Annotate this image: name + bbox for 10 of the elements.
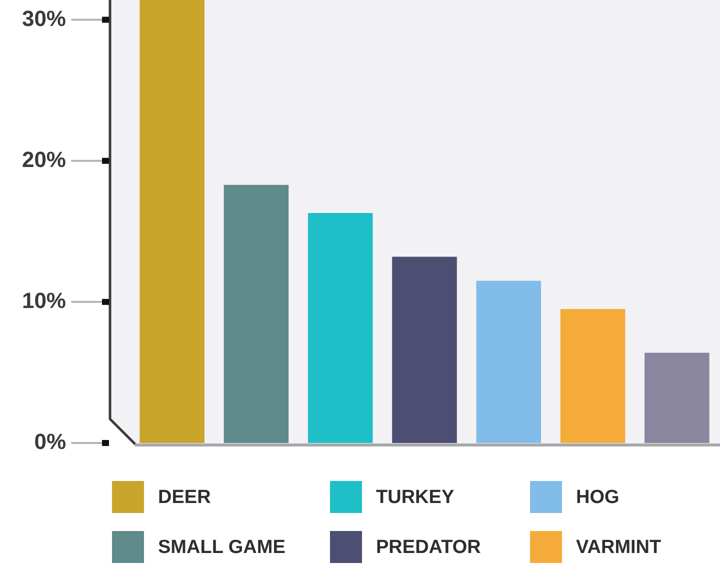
legend-label: TURKEY bbox=[376, 487, 454, 508]
y-tick-label: 10% bbox=[22, 288, 66, 313]
legend-label: VARMINT bbox=[576, 537, 662, 558]
y-tick-label: 0% bbox=[34, 429, 66, 454]
legend-label: DEER bbox=[158, 487, 212, 508]
legend-label: SMALL GAME bbox=[158, 537, 286, 558]
legend-label: HOG bbox=[576, 487, 620, 508]
legend-label: PREDATOR bbox=[376, 537, 482, 558]
y-tick-label: 30% bbox=[22, 6, 66, 31]
y-tick-label: 20% bbox=[22, 146, 66, 172]
